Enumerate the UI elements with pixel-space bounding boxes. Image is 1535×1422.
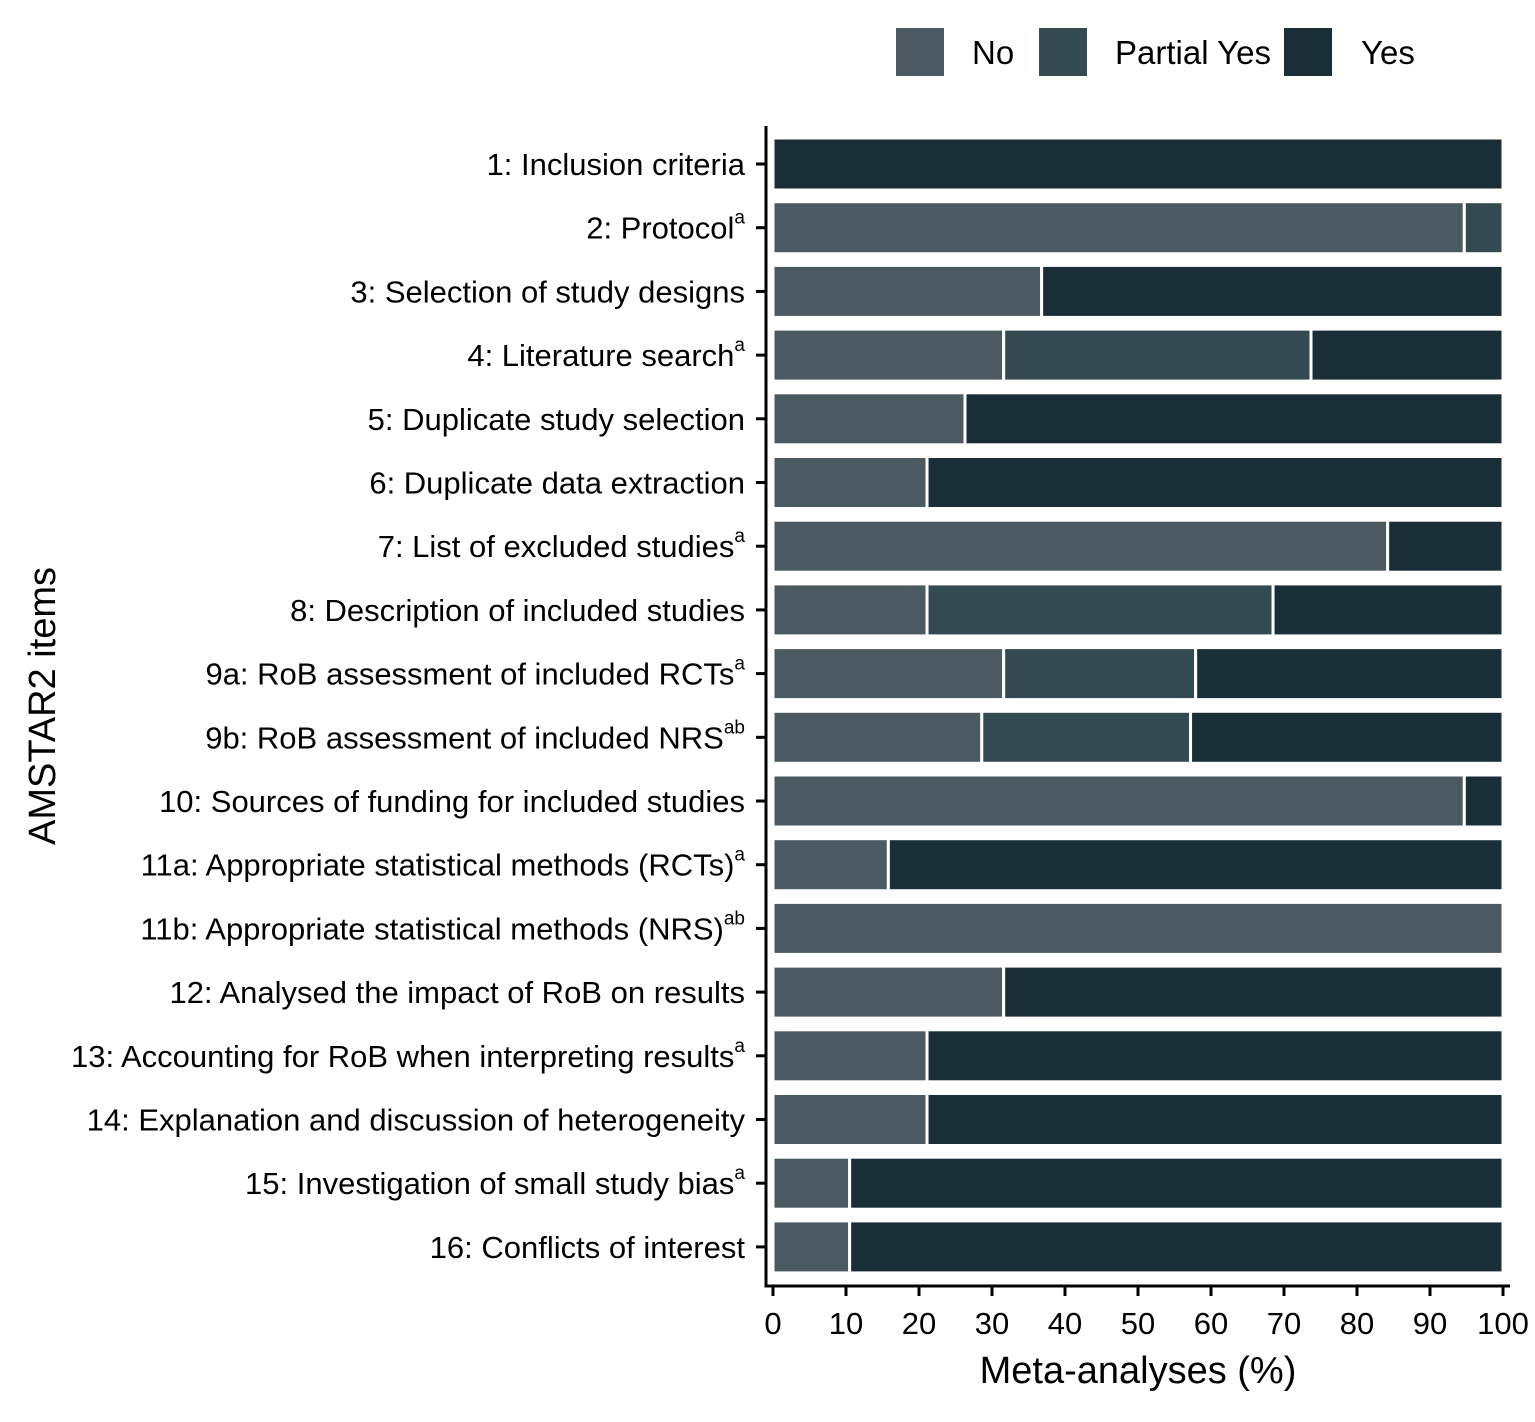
x-tick-label-80: 80 [1340,1306,1374,1341]
bar-10-yes [1189,709,1505,765]
bar-15-yes [925,1028,1505,1084]
x-tick-label-90: 90 [1413,1306,1447,1341]
bar-14-yes [1002,964,1505,1020]
bar-8-partial-yes [925,582,1275,638]
bar-12-yes [886,837,1505,893]
legend-label-no: No [972,34,1014,71]
bar-14-no [771,964,1006,1020]
y-tick-label-13: 11b: Appropriate statistical methods (NR… [140,908,745,946]
y-tick-label-8: 8: Description of included studies [290,593,745,628]
x-axis-title: Meta-analyses (%) [980,1350,1297,1392]
x-tick-label-20: 20 [902,1306,936,1341]
legend-label-partial-yes: Partial Yes [1115,34,1271,71]
bar-2-partial-yes [1462,200,1505,256]
bar-5-no [771,391,967,447]
bar-17-yes [848,1155,1505,1211]
x-tick-label-70: 70 [1267,1306,1301,1341]
bar-11-yes [1462,773,1505,829]
bar-16-no [771,1092,929,1147]
y-tick-label-9: 9a: RoB assessment of included RCTsa [205,654,745,692]
bar-7-no [771,518,1390,574]
legend-key-partial-yes [1039,28,1087,76]
y-tick-label-1: 1: Inclusion criteria [487,147,746,182]
x-tick-label-0: 0 [764,1306,781,1341]
y-tick-label-10: 9b: RoB assessment of included NRSab [205,717,745,755]
y-tick-label-3: 3: Selection of study designs [350,274,745,309]
y-tick-label-11: 10: Sources of funding for included stud… [159,784,745,819]
bar-15-no [771,1028,929,1084]
bar-10-no [771,709,984,765]
y-axis-title: AMSTAR2 items [22,567,64,845]
x-tick-label-100: 100 [1477,1306,1529,1341]
y-tick-label-4: 4: Literature searcha [467,335,745,373]
bar-10-partial-yes [980,709,1193,765]
y-tick-label-15: 13: Accounting for RoB when interpreting… [71,1036,745,1074]
bar-4-partial-yes [1002,327,1313,383]
bar-6-no [771,455,929,510]
x-tick-label-30: 30 [975,1306,1009,1341]
y-tick-label-12: 11a: Appropriate statistical methods (RC… [141,845,746,883]
bar-11-no [771,773,1466,829]
y-tick-label-2: 2: Protocola [586,208,745,246]
bar-3-yes [1040,263,1505,319]
bar-12-no [771,837,890,893]
legend-label-yes: Yes [1361,34,1415,71]
bar-4-yes [1309,327,1505,383]
bar-2-no [771,200,1466,256]
x-tick-label-50: 50 [1121,1306,1155,1341]
bars-layer [771,136,1505,1275]
legend-key-yes [1284,28,1332,76]
y-tick-label-17: 15: Investigation of small study biasa [245,1163,745,1201]
x-tick-label-10: 10 [829,1306,863,1341]
y-axis-labels: 1: Inclusion criteria 2: Protocola 3: Sele… [71,147,746,1265]
bar-5-yes [963,391,1505,447]
bar-18-yes [848,1219,1505,1275]
bar-9-partial-yes [1002,646,1198,702]
axes: 0 10 20 30 40 50 60 70 80 90 100 [756,126,1529,1341]
bar-3-no [771,263,1044,319]
y-tick-label-7: 7: List of excluded studiesa [378,526,746,564]
y-tick-label-18: 16: Conflicts of interest [430,1230,746,1265]
y-tick-label-16: 14: Explanation and discussion of hetero… [87,1103,746,1138]
y-tick-label-6: 6: Duplicate data extraction [369,466,745,501]
legend: No Partial Yes Yes [896,28,1415,76]
bar-7-yes [1386,518,1505,574]
x-tick-label-40: 40 [1048,1306,1082,1341]
bar-8-yes [1271,582,1505,638]
bar-8-no [771,582,929,638]
bar-17-no [771,1155,852,1211]
bar-1-yes [771,136,1505,192]
bar-13-no [771,900,1505,956]
x-tick-label-60: 60 [1194,1306,1228,1341]
y-tick-label-5: 5: Duplicate study selection [368,402,745,437]
bar-16-yes [925,1092,1505,1147]
y-tick-label-14: 12: Analysed the impact of RoB on result… [169,975,745,1010]
bar-6-yes [925,455,1505,510]
bar-9-no [771,646,1006,702]
bar-18-no [771,1219,852,1275]
legend-key-no [896,28,944,76]
bar-9-yes [1194,646,1505,702]
bar-4-no [771,327,1006,383]
